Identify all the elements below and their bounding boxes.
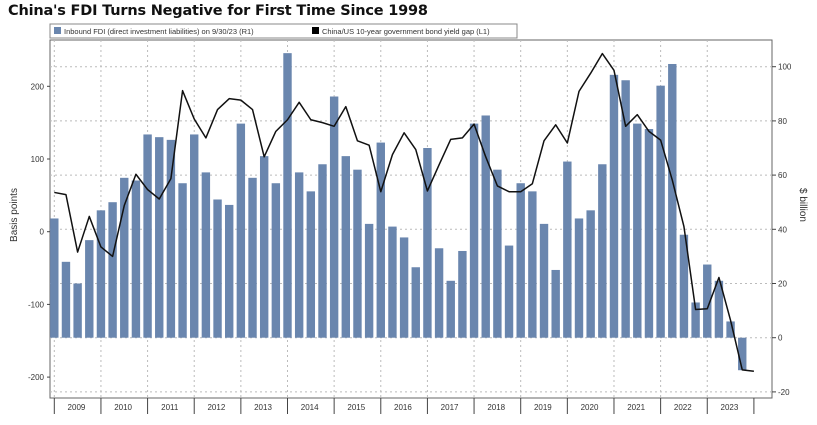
- bar-fdi: [108, 202, 117, 338]
- bar-fdi: [236, 123, 246, 338]
- bar-fdi: [201, 172, 211, 338]
- x-axis-year-label: 2023: [721, 403, 739, 412]
- right-axis-tick-label: 20: [778, 280, 787, 289]
- bar-fdi: [458, 250, 467, 338]
- left-axis-tick-label: -200: [28, 373, 45, 382]
- bar-fdi: [644, 129, 654, 338]
- bar-fdi: [726, 321, 735, 338]
- bar-fdi: [691, 302, 700, 338]
- bar-fdi: [388, 226, 397, 338]
- bar-fdi: [364, 223, 374, 338]
- legend-label-yield-gap: China/US 10-year government bond yield g…: [322, 27, 490, 36]
- x-axis-year-label: 2014: [301, 403, 319, 412]
- bar-fdi: [516, 183, 525, 338]
- left-axis-tick-label: 200: [31, 82, 45, 91]
- bar-fdi: [225, 204, 234, 338]
- bar-fdi: [306, 191, 316, 338]
- bar-fdi: [551, 269, 560, 338]
- bar-fdi: [120, 177, 129, 338]
- bar-fdi: [341, 156, 350, 338]
- bar-fdi: [609, 74, 619, 338]
- line-yield-gap: [54, 52, 754, 373]
- bar-fdi: [190, 134, 199, 338]
- x-axis-year-label: 2021: [627, 403, 645, 412]
- x-axis-year-label: 2022: [674, 403, 692, 412]
- bar-fdi: [50, 218, 59, 338]
- bar-fdi: [259, 156, 269, 338]
- bar-fdi: [574, 218, 584, 338]
- right-axis-tick-label: 100: [778, 63, 792, 72]
- left-axis-tick-label: -100: [28, 300, 45, 309]
- bar-fdi: [353, 169, 362, 338]
- bar-fdi: [143, 134, 152, 338]
- right-axis-tick-label: 0: [778, 334, 783, 343]
- bar-fdi: [294, 172, 304, 338]
- bar-fdi: [96, 210, 106, 338]
- bar-fdi: [318, 164, 327, 338]
- right-axis-tick-label: 40: [778, 225, 787, 234]
- x-axis-year-label: 2017: [441, 403, 459, 412]
- right-axis-title: $ billion: [797, 188, 808, 222]
- bar-fdi: [481, 115, 490, 338]
- bar-fdi: [598, 164, 607, 338]
- right-axis-tick-label: -20: [778, 388, 790, 397]
- bar-fdi: [504, 245, 514, 338]
- legend-box: [49, 23, 518, 39]
- legend-swatch-yield-gap: [312, 27, 319, 34]
- legend-swatch-fdi: [54, 27, 61, 34]
- bar-fdi: [329, 96, 339, 338]
- x-axis-year-label: 2010: [114, 403, 132, 412]
- x-axis-year-label: 2011: [161, 403, 179, 412]
- bar-fdi: [399, 237, 409, 338]
- bar-fdi: [376, 142, 385, 338]
- bar-fdi: [679, 234, 689, 338]
- bar-fdi: [714, 280, 724, 338]
- plot-frame: [49, 39, 773, 399]
- bar-fdi: [411, 267, 420, 338]
- x-axis-year-label: 2015: [347, 403, 365, 412]
- bar-fdi: [668, 63, 677, 338]
- bar-fdi: [446, 280, 455, 338]
- bar-fdi: [703, 264, 712, 338]
- x-axis-year-label: 2012: [207, 403, 225, 412]
- bar-fdi: [434, 248, 444, 338]
- legend-label-fdi: Inbound FDI (direct investment liabiliti…: [64, 27, 254, 36]
- bar-fdi: [563, 161, 572, 338]
- bar-fdi: [539, 223, 549, 338]
- bar-fdi: [131, 180, 141, 338]
- x-axis-year-label: 2018: [487, 403, 505, 412]
- left-axis-title: Basis points: [9, 188, 20, 242]
- bar-fdi: [621, 80, 630, 338]
- bar-fdi: [586, 210, 595, 338]
- chart-title: China's FDI Turns Negative for First Tim…: [8, 3, 428, 19]
- bar-fdi: [528, 191, 537, 338]
- bar-fdi: [178, 183, 187, 338]
- bar-fdi: [738, 337, 747, 371]
- bar-fdi: [493, 169, 502, 338]
- x-axis-year-label: 2020: [581, 403, 599, 412]
- bar-fdi: [633, 123, 642, 338]
- bar-fdi: [85, 240, 94, 338]
- bar-fdi: [73, 283, 82, 338]
- bar-fdi: [213, 199, 222, 338]
- bar-fdi: [61, 261, 71, 338]
- x-axis-year-label: 2013: [254, 403, 272, 412]
- bar-fdi: [271, 183, 281, 338]
- bar-fdi: [423, 148, 432, 338]
- right-axis-tick-label: 60: [778, 171, 787, 180]
- bar-fdi: [166, 139, 176, 338]
- x-axis-year-label: 2019: [534, 403, 552, 412]
- x-axis-year-label: 2016: [394, 403, 412, 412]
- x-axis-year-label: 2009: [68, 403, 86, 412]
- left-axis-tick-label: 0: [40, 228, 45, 237]
- bar-fdi: [283, 53, 292, 338]
- right-axis-tick-label: 80: [778, 117, 787, 126]
- bar-fdi: [248, 177, 257, 338]
- bar-fdi: [469, 123, 479, 338]
- bar-fdi: [656, 85, 665, 338]
- bar-fdi: [155, 137, 164, 338]
- left-axis-tick-label: 100: [31, 155, 45, 164]
